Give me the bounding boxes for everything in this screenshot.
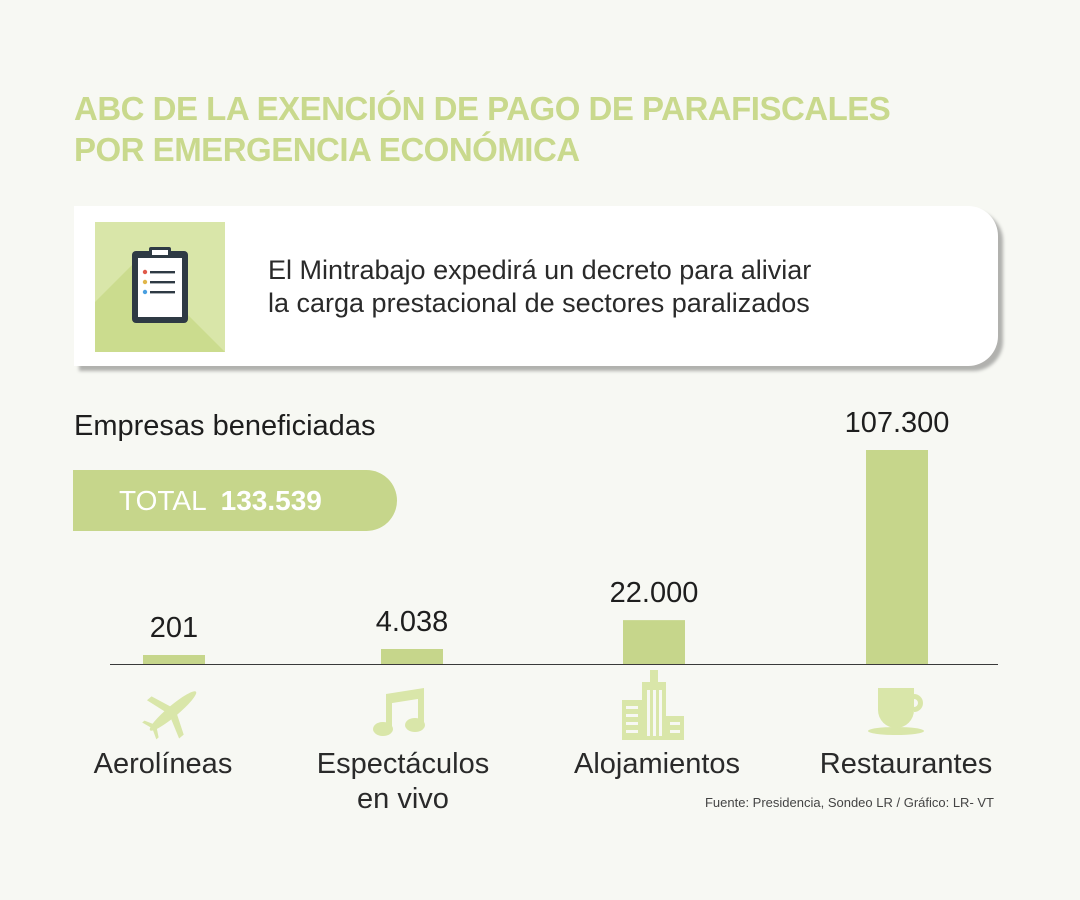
bar-alojamientos <box>623 620 685 664</box>
value-label-espectaculos: 4.038 <box>376 606 449 638</box>
title-line-2: POR EMERGENCIA ECONÓMICA <box>74 131 580 168</box>
buildings-icon <box>622 670 684 740</box>
value-label-restaurantes: 107.300 <box>845 407 950 439</box>
infographic-title: ABC DE LA EXENCIÓN DE PAGO DE PARAFISCAL… <box>74 88 974 170</box>
bar-restaurantes <box>866 450 928 664</box>
category-label-espectaculos: Espectáculos en vivo <box>316 748 490 815</box>
bar-espectaculos <box>381 649 443 664</box>
chart-subtitle: Empresas beneficiadas <box>74 410 376 442</box>
airplane-icon <box>142 691 197 740</box>
total-label: TOTAL <box>119 484 207 516</box>
card-line-2: la carga prestacional de sectores parali… <box>268 288 810 318</box>
music-note-icon <box>373 688 425 736</box>
total-value: 133.539 <box>220 484 322 516</box>
value-label-alojamientos: 22.000 <box>610 577 699 609</box>
value-label-aerolineas: 201 <box>150 612 198 644</box>
total-badge: TOTAL 133.539 <box>73 470 397 531</box>
category-label-restaurantes: Restaurantes <box>819 748 993 780</box>
card-line-1: El Mintrabajo expedirá un decreto para a… <box>268 255 812 285</box>
info-card: El Mintrabajo expedirá un decreto para a… <box>74 206 998 366</box>
coffee-cup-icon <box>868 688 924 735</box>
category-label-alojamientos: Alojamientos <box>573 748 741 780</box>
category-label-aerolineas: Aerolíneas <box>93 748 233 780</box>
source-note: Fuente: Presidencia, Sondeo LR / Gráfico… <box>704 795 994 810</box>
clipboard-icon <box>132 247 188 323</box>
card-description: El Mintrabajo expedirá un decreto para a… <box>268 254 968 320</box>
clipboard-icon-tile <box>95 222 225 352</box>
bar-aerolineas <box>143 655 205 664</box>
title-line-1: ABC DE LA EXENCIÓN DE PAGO DE PARAFISCAL… <box>74 90 891 127</box>
